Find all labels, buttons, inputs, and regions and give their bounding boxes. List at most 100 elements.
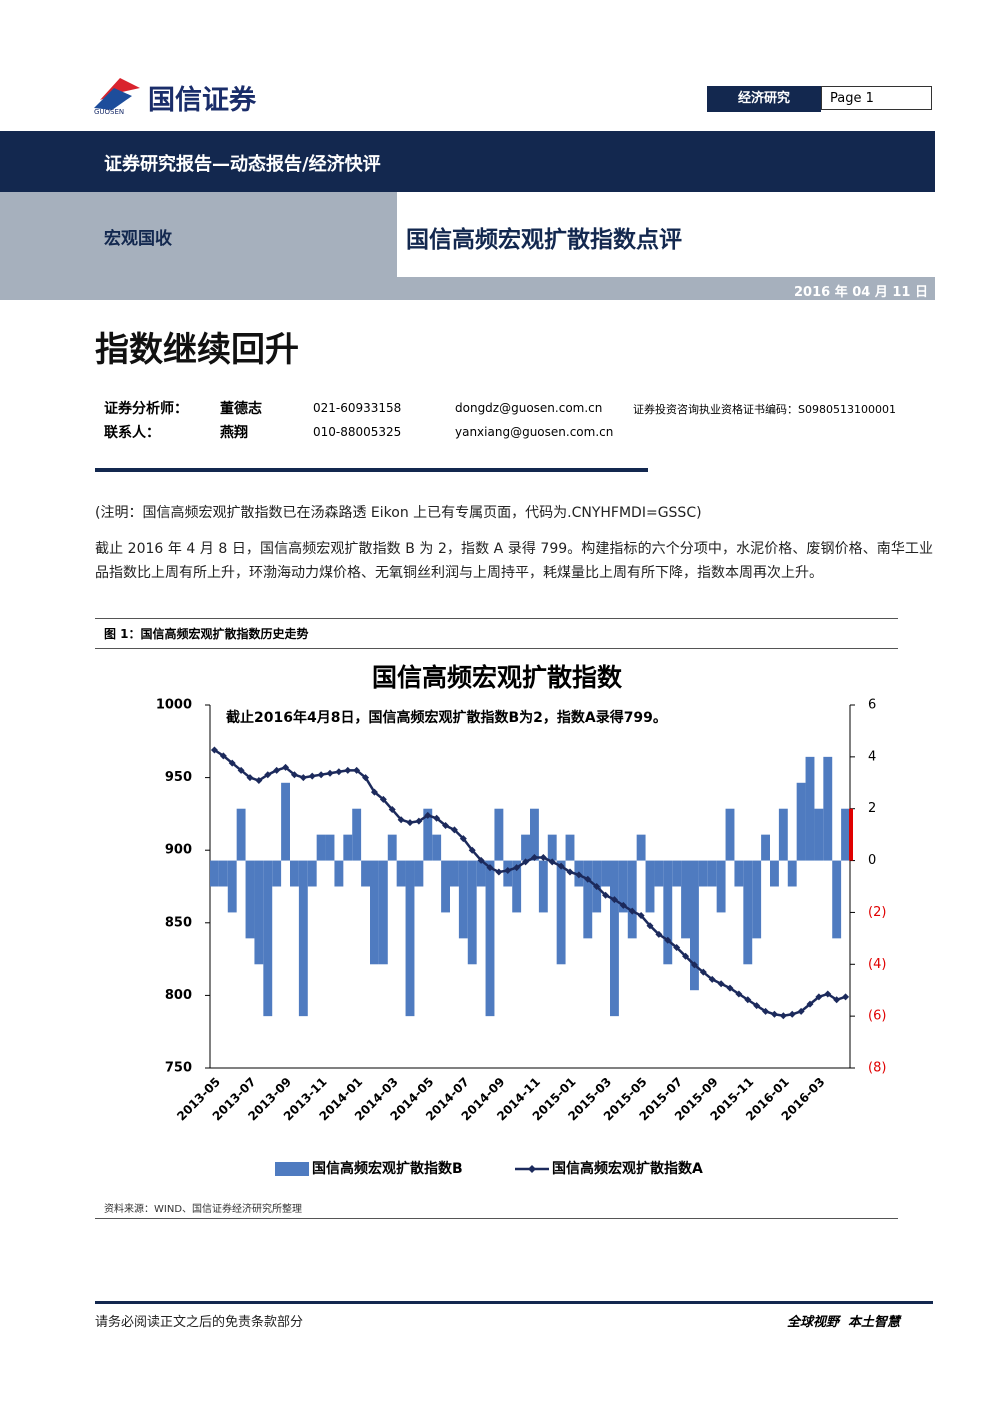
paragraph: 截止 2016 年 4 月 8 日，国信高频宏观扩散指数 B 为 2，指数 A …	[95, 541, 933, 581]
line-marker	[557, 862, 565, 870]
bar	[441, 860, 450, 913]
bar	[458, 860, 468, 939]
line-marker	[797, 1007, 805, 1015]
analyst-role: 证券分析师：	[104, 401, 188, 417]
bar	[494, 808, 504, 861]
bar	[734, 860, 744, 887]
line-marker	[717, 980, 725, 988]
line-marker	[673, 943, 681, 951]
bar	[450, 860, 459, 887]
bar	[325, 834, 335, 861]
line-marker	[842, 993, 850, 1001]
y2-tick-label: 0	[868, 853, 876, 868]
line-marker	[228, 759, 236, 767]
bar	[236, 808, 246, 861]
bar	[298, 860, 308, 1017]
bar	[467, 860, 477, 965]
bar	[814, 808, 824, 861]
line-marker	[290, 771, 298, 779]
bar	[796, 782, 806, 861]
line-marker	[682, 952, 690, 960]
line-marker	[744, 996, 752, 1004]
chart-title: 国信高频宏观扩散指数	[372, 663, 623, 692]
bar	[618, 860, 628, 913]
line-marker	[433, 814, 441, 822]
bar	[272, 860, 282, 887]
line-marker	[726, 984, 734, 992]
bar	[841, 808, 850, 861]
y-tick-label: 800	[165, 988, 192, 1003]
bar	[387, 834, 397, 861]
line-marker	[246, 774, 254, 782]
logo-sub: GUOSEN	[94, 108, 125, 116]
figure-caption: 图 1：国信高频宏观扩散指数历史走势	[104, 627, 309, 641]
line-marker	[815, 993, 823, 1001]
y2-tick-label: 6	[868, 698, 876, 713]
y-tick-label: 1000	[156, 698, 192, 713]
line-marker	[468, 846, 476, 854]
line-marker	[788, 1010, 796, 1018]
bar	[725, 808, 735, 861]
bar	[227, 860, 237, 913]
bar	[645, 860, 655, 913]
line-marker	[210, 746, 218, 754]
bar	[485, 860, 495, 1017]
line-marker	[397, 816, 405, 824]
line-marker	[388, 806, 396, 814]
line-marker	[566, 868, 574, 876]
bar	[378, 860, 388, 965]
legend-label: 国信高频宏观扩散指数A	[552, 1160, 703, 1177]
y2-tick-label: (8)	[868, 1061, 886, 1076]
disclaimer: 请务必阅读正文之后的免责条款部分	[95, 1315, 304, 1330]
line-marker	[655, 930, 663, 938]
bar	[290, 860, 299, 887]
bar	[787, 860, 797, 887]
slogan: 全球视野 本土智慧	[786, 1315, 900, 1330]
line-marker	[619, 901, 627, 909]
bar	[245, 860, 255, 939]
y2-tick-label: (2)	[868, 905, 886, 920]
line-marker	[424, 811, 432, 819]
y-tick-label: 850	[165, 915, 192, 930]
divider	[95, 468, 648, 472]
line-marker	[637, 912, 645, 920]
line-marker	[708, 975, 716, 983]
line-marker	[273, 766, 281, 774]
note: (注明：国信高频宏观扩散指数已在汤森路透 Eikon 上已有专属页面，代码为.C…	[95, 505, 702, 521]
line-marker	[610, 896, 618, 904]
bar	[263, 860, 273, 1017]
bar	[423, 808, 433, 861]
bar	[601, 860, 610, 887]
legend-swatch	[528, 1165, 536, 1173]
bar	[663, 860, 673, 965]
bar	[805, 756, 815, 861]
line-marker	[753, 1002, 761, 1010]
line-marker	[646, 922, 654, 930]
bar	[414, 860, 424, 887]
bar	[316, 834, 326, 861]
bar	[512, 860, 522, 913]
line-marker	[326, 769, 334, 777]
line-marker	[379, 795, 387, 803]
line-marker	[308, 772, 316, 780]
line-marker	[770, 1010, 778, 1018]
line-marker	[442, 822, 450, 830]
bar	[770, 860, 779, 887]
bar	[672, 860, 682, 887]
latest-bar	[849, 808, 853, 861]
y-tick-label: 900	[165, 843, 192, 858]
category: 宏观国收	[104, 229, 172, 249]
logo	[94, 78, 140, 110]
line-marker	[264, 771, 272, 779]
y-tick-label: 950	[165, 770, 192, 785]
bar	[352, 808, 362, 861]
bar	[636, 834, 646, 861]
line-marker	[628, 907, 636, 915]
bar	[610, 860, 619, 1017]
bar	[761, 834, 770, 861]
bar	[583, 860, 593, 939]
line-marker	[477, 856, 485, 864]
bar	[218, 860, 228, 887]
line-marker	[459, 835, 467, 843]
y2-tick-label: 2	[868, 801, 876, 816]
